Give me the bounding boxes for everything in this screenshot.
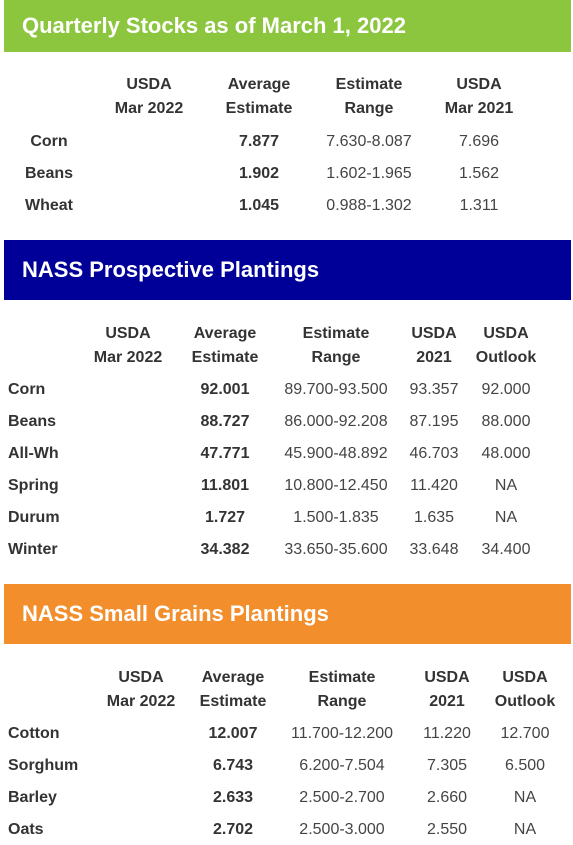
table-cell: 11.801 bbox=[200, 477, 250, 494]
table-cell: NA bbox=[494, 509, 518, 526]
column-header: Range bbox=[317, 693, 367, 710]
table-cell: 92.000 bbox=[481, 381, 531, 398]
table-cell: 7.696 bbox=[458, 133, 500, 150]
column-header: USDA bbox=[424, 669, 470, 686]
row-label: Oats bbox=[8, 821, 44, 838]
table-cell: 10.800-12.450 bbox=[284, 477, 388, 494]
table-cell: 93.357 bbox=[409, 381, 459, 398]
column-header: USDA bbox=[456, 76, 502, 93]
table-cell: 12.007 bbox=[208, 725, 258, 742]
table-cell: 1.602-1.965 bbox=[326, 165, 412, 182]
table-cell: 33.650-35.600 bbox=[284, 541, 388, 558]
section-title: NASS Prospective Plantings bbox=[4, 240, 571, 300]
table-cell: 1.902 bbox=[238, 165, 280, 182]
column-header: USDA bbox=[105, 325, 151, 342]
table-cell: 1.311 bbox=[459, 197, 499, 214]
table-cell: 7.630-8.087 bbox=[326, 133, 412, 150]
row-label: Barley bbox=[8, 789, 57, 806]
column-header: Mar 2021 bbox=[444, 100, 514, 117]
table-cell: 0.988-1.302 bbox=[326, 197, 412, 214]
table-cell: 2.702 bbox=[212, 821, 254, 838]
table-cell: 1.727 bbox=[204, 509, 246, 526]
row-label: Corn bbox=[30, 133, 68, 150]
table-cell: 6.500 bbox=[504, 757, 546, 774]
column-header: Average bbox=[201, 669, 265, 686]
table-cell: NA bbox=[494, 477, 518, 494]
section-title: Quarterly Stocks as of March 1, 2022 bbox=[4, 0, 571, 52]
table-cell: 86.000-92.208 bbox=[284, 413, 388, 430]
column-header: Outlook bbox=[475, 349, 537, 366]
column-header: Estimate bbox=[308, 669, 376, 686]
table-cell: 46.703 bbox=[409, 445, 459, 462]
table-cell: 34.382 bbox=[200, 541, 250, 558]
row-label: Spring bbox=[8, 477, 59, 494]
column-header: Estimate bbox=[225, 100, 293, 117]
row-label: Winter bbox=[8, 541, 58, 558]
column-header: Estimate bbox=[199, 693, 267, 710]
column-header: USDA bbox=[411, 325, 457, 342]
column-header: Estimate bbox=[191, 349, 259, 366]
column-header: Range bbox=[311, 349, 361, 366]
table-cell: 12.700 bbox=[500, 725, 550, 742]
row-label: Beans bbox=[24, 165, 74, 182]
table-cell: NA bbox=[513, 821, 537, 838]
row-label: Sorghum bbox=[8, 757, 79, 774]
column-header: Mar 2022 bbox=[93, 349, 163, 366]
table-cell: 1.045 bbox=[238, 197, 280, 214]
table-cell: 45.900-48.892 bbox=[284, 445, 388, 462]
table-cell: 88.727 bbox=[200, 413, 250, 430]
table-cell: 48.000 bbox=[481, 445, 531, 462]
table-cell: NA bbox=[513, 789, 537, 806]
table-cell: 1.635 bbox=[413, 509, 455, 526]
column-header: Outlook bbox=[494, 693, 556, 710]
column-header: Estimate bbox=[302, 325, 370, 342]
column-header: USDA bbox=[483, 325, 529, 342]
table-cell: 2.550 bbox=[426, 821, 468, 838]
row-label: Cotton bbox=[8, 725, 60, 742]
table-cell: 11.420 bbox=[410, 477, 458, 494]
column-header: USDA bbox=[126, 76, 172, 93]
table-cell: 2.500-3.000 bbox=[299, 821, 385, 838]
column-header: Range bbox=[344, 100, 394, 117]
table-cell: 33.648 bbox=[409, 541, 459, 558]
table-cell: 1.562 bbox=[458, 165, 500, 182]
table-cell: 87.195 bbox=[409, 413, 459, 430]
column-header: Mar 2022 bbox=[114, 100, 184, 117]
table-cell: 2.660 bbox=[426, 789, 468, 806]
section-title: NASS Small Grains Plantings bbox=[4, 584, 571, 644]
table-cell: 92.001 bbox=[200, 381, 250, 398]
table-cell: 11.220 bbox=[423, 725, 471, 742]
row-label: Corn bbox=[8, 381, 46, 398]
table-cell: 6.200-7.504 bbox=[299, 757, 385, 774]
column-header: Estimate bbox=[335, 76, 403, 93]
table-cell: 34.400 bbox=[481, 541, 531, 558]
column-header: Average bbox=[227, 76, 291, 93]
table-cell: 2.633 bbox=[212, 789, 254, 806]
table-cell: 11.700-12.200 bbox=[290, 725, 394, 742]
table-cell: 47.771 bbox=[200, 445, 250, 462]
table-cell: 1.500-1.835 bbox=[293, 509, 379, 526]
table-cell: 6.743 bbox=[212, 757, 254, 774]
row-label: Beans bbox=[8, 413, 57, 430]
column-header: USDA bbox=[118, 669, 164, 686]
table-cell: 2.500-2.700 bbox=[299, 789, 385, 806]
row-label: Durum bbox=[8, 509, 60, 526]
table-cell: 89.700-93.500 bbox=[284, 381, 388, 398]
column-header: 2021 bbox=[429, 693, 465, 710]
column-header: USDA bbox=[502, 669, 548, 686]
column-header: Average bbox=[193, 325, 257, 342]
table-cell: 7.305 bbox=[426, 757, 468, 774]
row-label: All-Wh bbox=[8, 445, 59, 462]
column-header: 2021 bbox=[416, 349, 452, 366]
row-label: Wheat bbox=[25, 197, 73, 214]
table-cell: 88.000 bbox=[481, 413, 531, 430]
table-cell: 7.877 bbox=[238, 133, 280, 150]
column-header: Mar 2022 bbox=[106, 693, 176, 710]
